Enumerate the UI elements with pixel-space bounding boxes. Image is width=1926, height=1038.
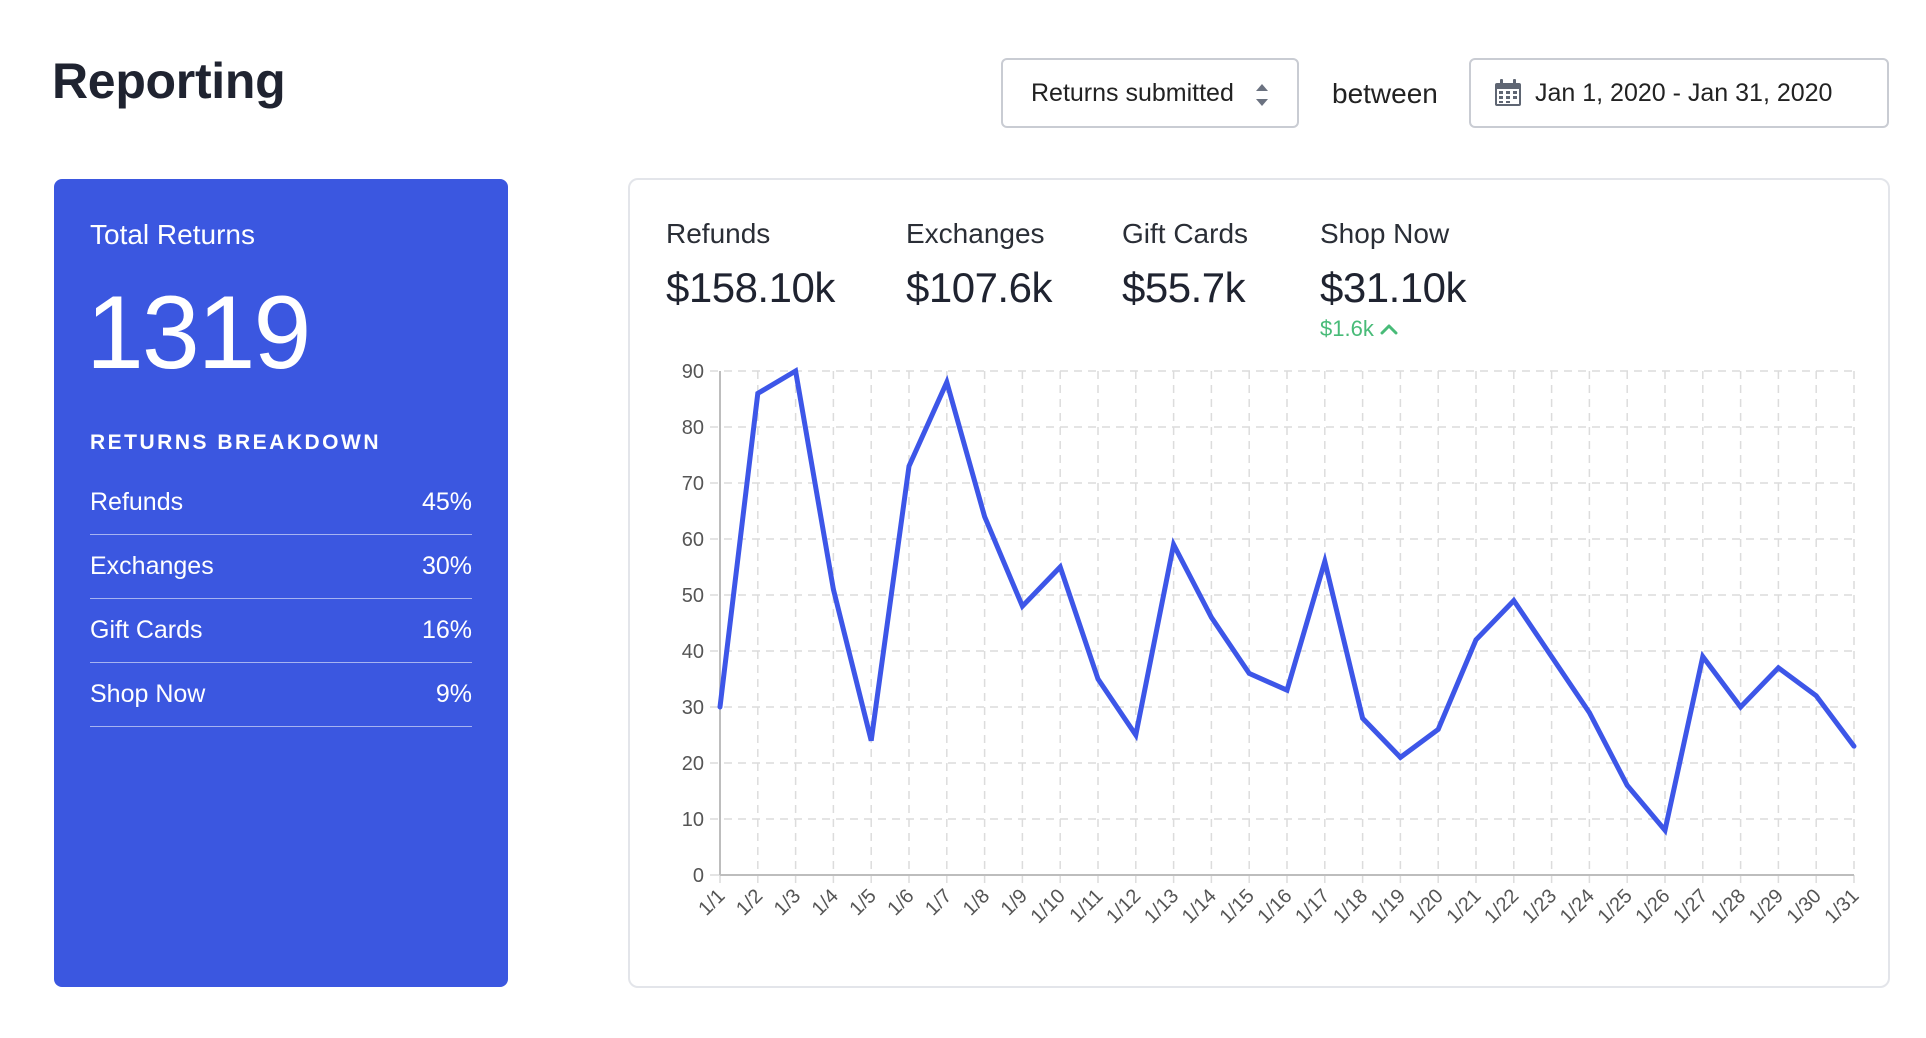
x-tick-label: 1/11 <box>1065 885 1107 927</box>
stat-shop-now: Shop Now $31.10k $1.6k <box>1320 218 1466 342</box>
x-tick-label: 1/9 <box>997 885 1032 920</box>
date-range-value: Jan 1, 2020 - Jan 31, 2020 <box>1535 78 1833 107</box>
breakdown-label: Gift Cards <box>90 616 203 644</box>
calendar-icon <box>1495 79 1521 106</box>
stat-label: Shop Now <box>1320 218 1450 249</box>
x-tick-label: 1/17 <box>1291 885 1334 928</box>
x-tick-label: 1/20 <box>1405 885 1448 928</box>
x-tick-label: 1/31 <box>1820 885 1863 928</box>
breakdown-list: Refunds 45% Exchanges 30% Gift Cards 16%… <box>90 471 472 727</box>
x-tick-label: 1/18 <box>1329 885 1372 928</box>
x-tick-label: 1/19 <box>1367 885 1410 928</box>
stat-value: $55.7k <box>1122 264 1246 311</box>
breakdown-title: RETURNS BREAKDOWN <box>90 431 381 454</box>
x-tick-label: 1/16 <box>1253 885 1296 928</box>
returns-line-chart: 0 10 20 30 40 50 60 70 80 90 1/1 1/2 1/3 1/4 1/5 1/6 1/7… <box>682 361 1864 928</box>
x-tick-label: 1/21 <box>1442 885 1485 928</box>
y-tick-label: 50 <box>682 585 704 607</box>
x-tick-label: 1/30 <box>1783 885 1826 928</box>
x-tick-label: 1/27 <box>1669 885 1712 928</box>
y-tick-label: 90 <box>682 361 704 383</box>
total-returns-card: Total Returns 1319 RETURNS BREAKDOWN Ref… <box>54 179 508 987</box>
breakdown-row-refunds: Refunds 45% <box>90 471 472 535</box>
breakdown-percent: 30% <box>421 552 472 580</box>
x-tick-label: 1/6 <box>883 885 918 920</box>
x-tick-label: 1/5 <box>846 885 881 920</box>
stat-value: $107.6k <box>906 264 1052 311</box>
x-tick-label: 1/25 <box>1594 885 1637 928</box>
y-tick-label: 30 <box>682 697 704 719</box>
stat-value: $31.10k <box>1320 264 1466 311</box>
x-tick-label: 1/3 <box>770 885 805 920</box>
breakdown-label: Refunds <box>90 488 184 516</box>
y-tick-label: 70 <box>682 473 704 495</box>
stat-value: $158.10k <box>666 264 835 311</box>
x-tick-label: 1/24 <box>1556 885 1599 928</box>
y-tick-label: 20 <box>682 753 704 775</box>
x-tick-label: 1/22 <box>1480 885 1523 928</box>
between-label: between <box>1332 78 1438 109</box>
stat-exchanges: Exchanges $107.6k <box>906 218 1052 312</box>
stat-label: Refunds <box>666 218 771 249</box>
x-tick-label: 1/4 <box>808 885 843 920</box>
stat-gift-cards: Gift Cards $55.7k <box>1122 218 1248 312</box>
x-tick-label: 1/12 <box>1102 885 1145 928</box>
stat-refunds: Refunds $158.10k <box>666 218 835 312</box>
total-returns-label: Total Returns <box>90 219 255 250</box>
breakdown-label: Exchanges <box>90 552 214 580</box>
stat-label: Exchanges <box>906 218 1045 249</box>
stat-change-value: $1.6k <box>1320 316 1374 341</box>
date-range-picker[interactable]: Jan 1, 2020 - Jan 31, 2020 <box>1469 58 1889 128</box>
metric-select[interactable]: Returns submitted <box>1001 58 1299 128</box>
page-title: Reporting <box>52 53 286 109</box>
series-line <box>717 367 1857 836</box>
stat-label: Gift Cards <box>1122 218 1249 249</box>
chart-card: Refunds $158.10k Exchanges $107.6k Gift … <box>628 178 1890 988</box>
x-tick-label: 1/29 <box>1745 885 1788 928</box>
breakdown-row-exchanges: Exchanges 30% <box>90 535 472 599</box>
y-tick-label: 10 <box>682 809 704 831</box>
breakdown-row-shop-now: Shop Now 9% <box>90 663 472 727</box>
breakdown-row-gift-cards: Gift Cards 16% <box>90 599 472 663</box>
x-tick-label: 1/10 <box>1027 885 1070 928</box>
total-returns-count: 1319 <box>86 275 311 391</box>
metric-select-value: Returns submitted <box>1031 78 1234 107</box>
y-tick-label: 80 <box>682 417 704 439</box>
x-tick-label: 1/8 <box>959 885 994 920</box>
chevron-up-icon <box>1380 324 1398 335</box>
x-tick-label: 1/23 <box>1518 885 1561 928</box>
breakdown-label: Shop Now <box>90 680 206 708</box>
breakdown-percent: 45% <box>421 488 472 516</box>
breakdown-percent: 16% <box>421 616 472 644</box>
x-tick-label: 1/7 <box>921 885 956 920</box>
x-tick-label: 1/1 <box>694 885 729 920</box>
x-tick-label: 1/2 <box>732 885 767 920</box>
y-tick-label: 60 <box>682 529 704 551</box>
y-tick-label: 0 <box>693 865 704 887</box>
x-tick-label: 1/26 <box>1631 885 1674 928</box>
x-tick-label: 1/15 <box>1216 885 1259 928</box>
x-tick-label: 1/28 <box>1707 885 1750 928</box>
y-tick-label: 40 <box>682 641 704 663</box>
stat-change: $1.6k <box>1320 316 1466 342</box>
up-down-arrows-icon <box>1256 84 1268 106</box>
breakdown-percent: 9% <box>435 680 472 708</box>
x-tick-label: 1/14 <box>1178 885 1221 928</box>
x-tick-label: 1/13 <box>1140 885 1183 928</box>
